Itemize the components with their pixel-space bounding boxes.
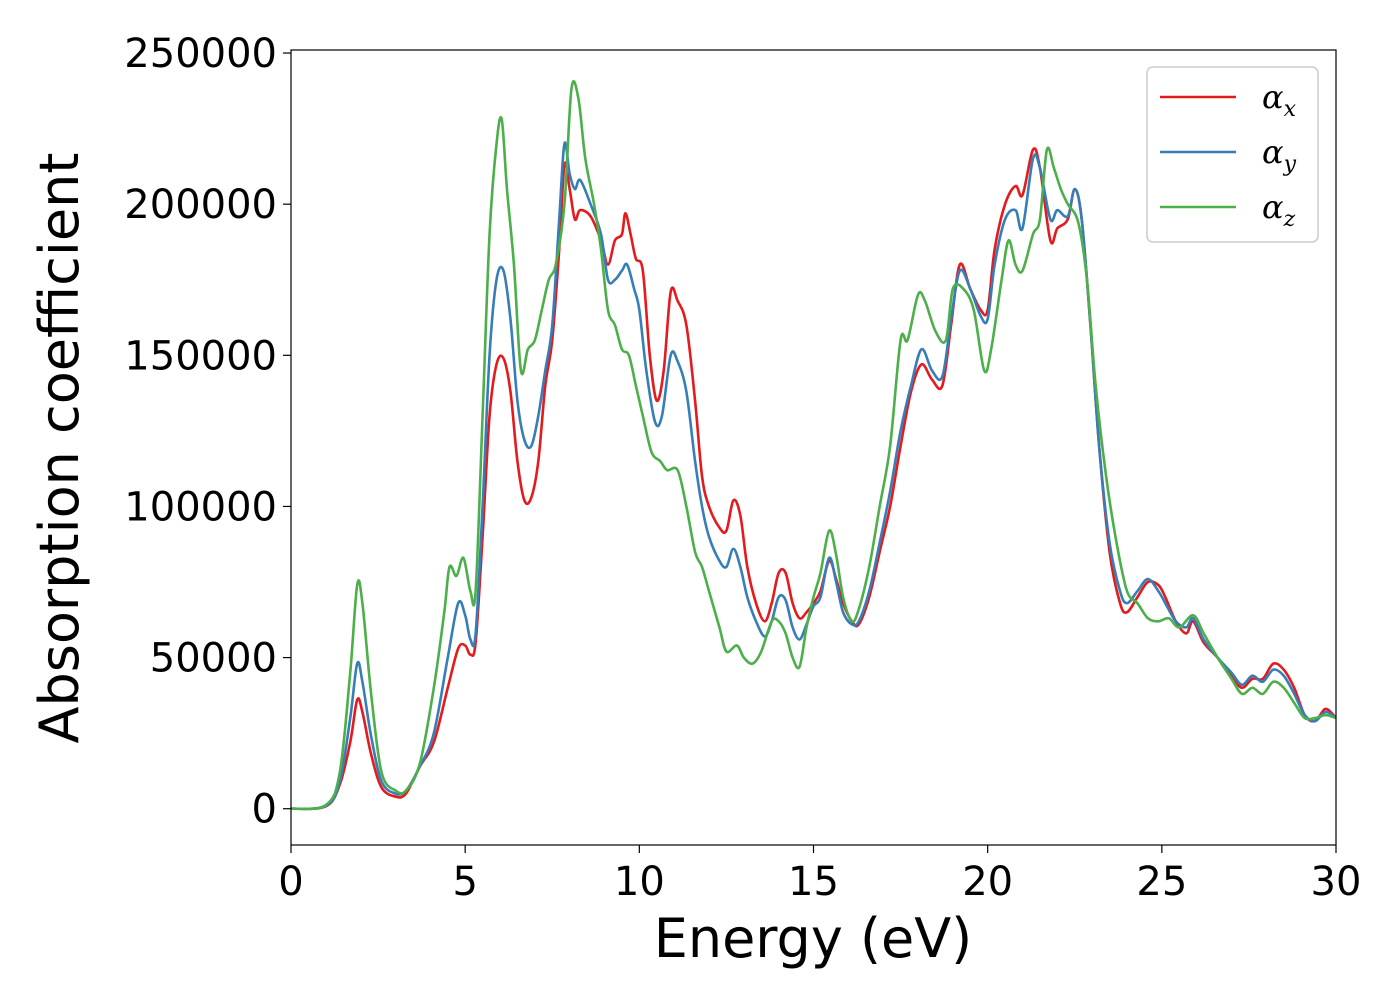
legend-box bbox=[1146, 66, 1319, 243]
x-axis: 0 5 10 15 20 25 30 bbox=[278, 845, 1361, 905]
x-tick-label: 5 bbox=[452, 859, 477, 905]
x-tick-label: 0 bbox=[278, 859, 303, 905]
y-tick-label: 150000 bbox=[124, 333, 277, 379]
y-axis-title: Absorption coefficient bbox=[28, 153, 91, 744]
x-tick-label: 25 bbox=[1136, 859, 1187, 905]
series-line-y bbox=[291, 141, 1336, 811]
x-axis-title: Energy (eV) bbox=[654, 907, 973, 970]
legend: αx αy αz bbox=[1146, 66, 1319, 243]
series-line-z bbox=[291, 80, 1336, 811]
x-tick-label: 30 bbox=[1311, 859, 1362, 905]
x-tick-label: 15 bbox=[788, 859, 839, 905]
legend-label-z: αz bbox=[1262, 188, 1296, 232]
y-tick-label: 100000 bbox=[124, 484, 277, 530]
x-tick-label: 10 bbox=[614, 859, 665, 905]
x-tick-label: 20 bbox=[962, 859, 1013, 905]
plot-frame bbox=[290, 49, 1337, 846]
plot-area bbox=[291, 80, 1336, 811]
y-axis: 0 50000 100000 150000 200000 250000 bbox=[124, 31, 291, 833]
series-line-x bbox=[291, 147, 1336, 811]
y-tick-label: 200000 bbox=[124, 182, 277, 228]
y-tick-label: 50000 bbox=[150, 636, 277, 682]
y-tick-label: 0 bbox=[252, 787, 277, 833]
y-tick-label: 250000 bbox=[124, 31, 277, 77]
legend-label-x: αx bbox=[1262, 78, 1297, 122]
legend-label-y: αy bbox=[1262, 133, 1297, 177]
